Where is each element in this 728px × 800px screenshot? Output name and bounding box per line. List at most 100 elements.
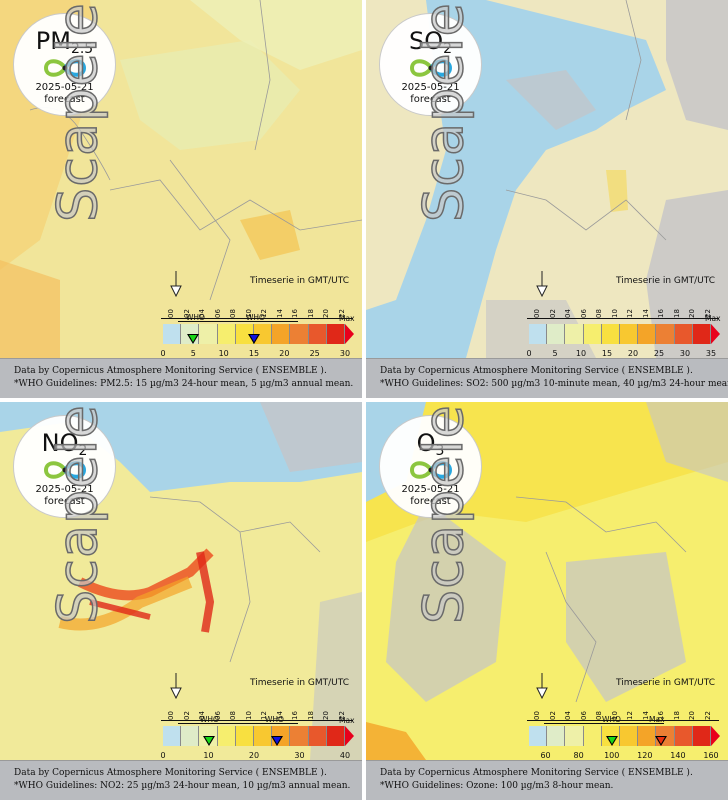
scale-segment [308, 324, 327, 344]
hour-axis-line [161, 720, 353, 721]
scale-tick-label: 5 [552, 349, 558, 358]
scale-max-arrow-icon [345, 324, 354, 344]
timeserie-label: Timeserie in GMT/UTC [250, 276, 350, 286]
forecast-label: forecast [44, 496, 85, 507]
hour-tick: 12 [626, 711, 634, 720]
hour-tick: 06 [213, 309, 222, 318]
scale-segment [601, 324, 620, 344]
scale-segment [163, 726, 182, 746]
hour-tick: 14 [275, 309, 284, 318]
pollutant-name: PM2.5 [35, 27, 94, 57]
panel-no2: NO2 2025-05-21 forecast Scapeler Timeser… [0, 402, 362, 800]
scale-segment [620, 324, 639, 344]
forecast-date: 2025-05-21 [401, 82, 460, 93]
color-scale-bar [529, 324, 720, 344]
hour-tick: 16 [291, 309, 299, 318]
attribution-text: Data by Copernicus Atmosphere Monitoring… [14, 768, 327, 778]
hour-tick: 18 [306, 309, 315, 318]
who-line [544, 723, 664, 724]
scale-tick-label: 20 [248, 751, 260, 760]
scapeler-logo-icon [409, 59, 452, 77]
scale-segment [692, 726, 711, 746]
scale-tick-label: 0 [160, 751, 166, 760]
hour-tick: 16 [291, 711, 299, 720]
max-label: Max [705, 314, 721, 323]
scale-tick-label: 30 [679, 349, 691, 358]
who-marker-icon [605, 736, 618, 746]
scale-segment [620, 726, 639, 746]
attribution-footer: Data by Copernicus Atmosphere Monitoring… [366, 358, 728, 398]
scale-segment [656, 324, 675, 344]
hour-tick: 14 [641, 309, 650, 318]
timeserie-label: Timeserie in GMT/UTC [616, 678, 716, 688]
scapeler-logo-icon [409, 461, 452, 479]
hour-tick: 00 [533, 711, 541, 720]
scapeler-logo-icon [43, 59, 86, 77]
pollutant-name: SO2 [408, 27, 453, 57]
hour-tick: 20 [322, 711, 330, 720]
who-guideline-text: *WHO Guidelines: SO2: 500 µg/m3 10-minut… [380, 379, 728, 389]
hour-tick: 00 [533, 309, 541, 318]
scale-tick-label: 25 [309, 349, 320, 358]
scale-segment [163, 324, 182, 344]
scapeler-watermark: Scapeler [45, 402, 110, 625]
scale-tick-label: 20 [279, 349, 290, 358]
hour-tick: 18 [672, 711, 681, 720]
scale-tick-label: 60 [540, 751, 551, 760]
forecast-date: 2025-05-21 [35, 484, 94, 495]
scapeler-watermark: Scapeler [411, 402, 476, 625]
scale-tick-label: 20 [627, 349, 639, 358]
max-label: Max [339, 314, 355, 323]
scale-segment [326, 726, 345, 746]
hour-tick: 08 [595, 309, 603, 318]
scale-segment [583, 324, 602, 344]
scale-tick-label: 5 [190, 349, 196, 358]
attribution-text: Data by Copernicus Atmosphere Monitoring… [380, 768, 693, 778]
pollutant-badge: NO2 2025-05-21 forecast [13, 415, 116, 518]
hour-tick: 16 [657, 309, 665, 318]
scale-max-arrow-icon [711, 726, 720, 746]
hour-tick: 20 [688, 711, 696, 720]
scale-segment [326, 324, 345, 344]
scale-max-arrow-icon [345, 726, 354, 746]
hour-tick: 02 [182, 711, 191, 720]
scale-tick-label: 0 [526, 349, 532, 358]
map-no2 [0, 402, 362, 760]
scale-segment [529, 324, 548, 344]
scale-segment [254, 726, 273, 746]
hour-tick: 18 [672, 309, 681, 318]
color-scale-bar [529, 726, 720, 746]
attribution-text: Data by Copernicus Atmosphere Monitoring… [380, 366, 693, 376]
panel-so2: SO2 2025-05-21 forecast Scapeler Timeser… [366, 0, 728, 398]
hour-tick: 10 [610, 309, 619, 318]
scale-tick-label: 120 [637, 751, 653, 760]
timeserie-arrow-icon [170, 271, 182, 297]
hour-ticks: 00 02 04 06 08 10 12 14 16 18 20 22 [527, 298, 719, 319]
scapeler-watermark: Scapeler [411, 0, 476, 223]
hour-tick: 20 [322, 309, 330, 318]
who-label-1: WHO [200, 715, 219, 724]
panel-pm25: PM2.5 2025-05-21 forecast Scapeler Times… [0, 0, 362, 398]
map-pm25 [0, 0, 362, 358]
who-label-2: WHO [265, 715, 284, 724]
scale-segment [565, 726, 584, 746]
forecast-date: 2025-05-21 [401, 484, 460, 495]
forecast-date: 2025-05-21 [35, 82, 94, 93]
hour-tick: 00 [167, 309, 175, 318]
hour-tick: 06 [579, 309, 588, 318]
scale-segment [181, 726, 200, 746]
attribution-footer: Data by Copernicus Atmosphere Monitoring… [0, 358, 362, 398]
scale-tick-label: 25 [653, 349, 665, 358]
scale-tick-label: 15 [248, 349, 260, 358]
pollutant-name: NO2 [41, 429, 88, 459]
hour-tick: 02 [548, 309, 557, 318]
who-line [178, 321, 298, 322]
scale-segment [217, 324, 236, 344]
forecast-label: forecast [410, 94, 451, 105]
scale-segment [217, 726, 236, 746]
hour-ticks: 00 02 04 06 08 10 12 14 16 18 20 22 [527, 700, 719, 721]
scale-tick-label: 80 [573, 751, 584, 760]
hour-tick: 06 [579, 711, 588, 720]
pollutant-badge: PM2.5 2025-05-21 forecast [13, 13, 116, 116]
scale-tick-label: 140 [670, 751, 686, 760]
